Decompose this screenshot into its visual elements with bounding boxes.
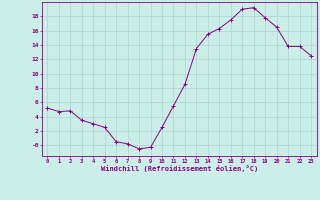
- X-axis label: Windchill (Refroidissement éolien,°C): Windchill (Refroidissement éolien,°C): [100, 165, 258, 172]
